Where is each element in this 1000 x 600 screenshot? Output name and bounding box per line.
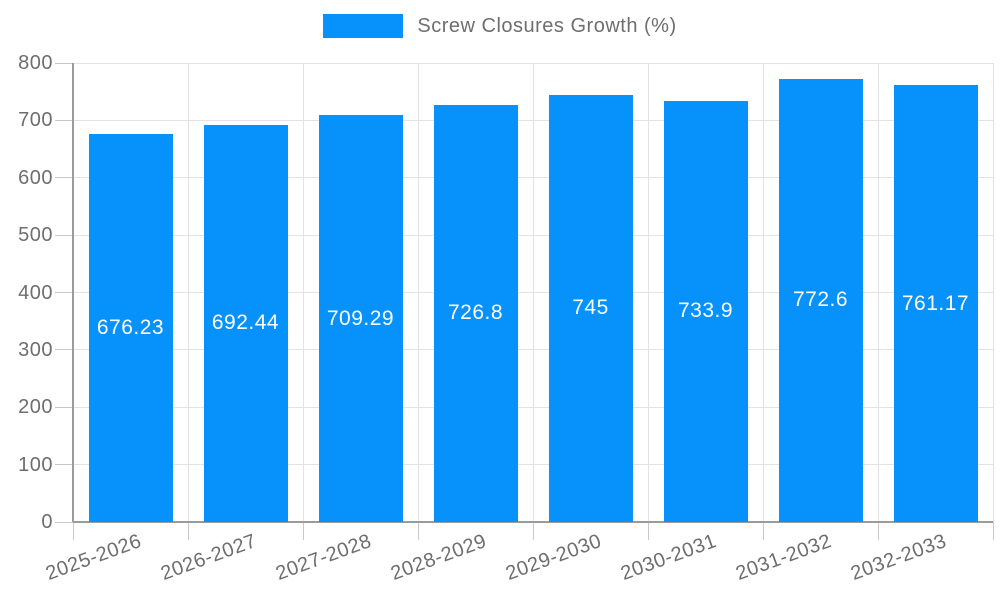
- y-tick-mark: [55, 349, 73, 351]
- x-gridline: [992, 63, 994, 522]
- x-tick-mark: [417, 522, 419, 540]
- bar[interactable]: [433, 104, 518, 522]
- x-tick-label: 2026-2027: [157, 530, 260, 585]
- y-tick-label: 400: [18, 281, 53, 304]
- y-tick-label: 100: [18, 453, 53, 476]
- y-tick-mark: [55, 521, 73, 523]
- y-tick-label: 300: [18, 338, 53, 361]
- bar[interactable]: [548, 94, 633, 522]
- x-gridline: [532, 63, 534, 522]
- bar-value-label: 745: [572, 296, 609, 320]
- bar[interactable]: [88, 134, 173, 522]
- x-tick-mark: [647, 522, 649, 540]
- bar[interactable]: [663, 100, 748, 522]
- y-tick-mark: [55, 62, 73, 64]
- bar-value-label: 692.44: [211, 311, 280, 335]
- x-gridline: [302, 63, 304, 522]
- y-tick-label: 600: [18, 166, 53, 189]
- x-gridline: [187, 63, 189, 522]
- legend-swatch[interactable]: [323, 14, 404, 38]
- y-tick-label: 0: [41, 511, 53, 533]
- x-axis-line: [73, 521, 993, 523]
- bar-value-label: 761.17: [901, 291, 970, 315]
- y-tick-mark: [55, 234, 73, 236]
- bar[interactable]: [778, 78, 863, 522]
- x-tick-mark: [532, 522, 534, 540]
- y-axis-line: [72, 63, 74, 522]
- y-tick-label: 500: [18, 224, 53, 247]
- bar-value-label: 676.23: [96, 316, 165, 339]
- x-tick-label: 2030-2031: [617, 530, 720, 585]
- x-tick-mark: [762, 522, 764, 540]
- legend[interactable]: Screw Closures Growth (%): [0, 14, 1000, 38]
- x-tick-label: 2028-2029: [387, 530, 490, 585]
- x-tick-label: 2029-2030: [502, 530, 605, 585]
- bar-value-label: 772.6: [792, 288, 849, 312]
- x-tick-mark: [187, 522, 189, 540]
- y-tick-mark: [55, 292, 73, 293]
- y-tick-mark: [55, 119, 73, 121]
- bar-value-label: 726.8: [447, 301, 504, 325]
- bar[interactable]: [203, 124, 288, 522]
- x-tick-mark: [992, 522, 994, 540]
- bar[interactable]: [318, 115, 403, 522]
- x-tick-mark: [877, 522, 879, 540]
- y-tick-label: 200: [18, 396, 53, 419]
- x-tick-mark: [302, 522, 304, 540]
- x-gridline: [877, 63, 879, 522]
- y-tick-label: 700: [18, 109, 53, 132]
- bar[interactable]: [893, 85, 978, 522]
- y-tick-label: 800: [18, 52, 53, 74]
- x-gridline: [647, 63, 649, 522]
- x-tick-label: 2027-2028: [272, 530, 375, 585]
- y-tick-mark: [55, 177, 73, 179]
- x-tick-label: 2032-2033: [847, 530, 950, 585]
- y-tick-mark: [55, 464, 73, 466]
- x-tick-mark: [72, 522, 74, 540]
- x-gridline: [417, 63, 419, 522]
- bar-value-label: 709.29: [326, 306, 395, 330]
- x-tick-label: 2031-2032: [732, 530, 835, 585]
- bar-value-label: 733.9: [677, 299, 734, 323]
- x-gridline: [762, 63, 764, 522]
- x-tick-label: 2025-2026: [42, 530, 145, 585]
- y-tick-mark: [55, 406, 73, 408]
- legend-label[interactable]: Screw Closures Growth (%): [417, 14, 677, 37]
